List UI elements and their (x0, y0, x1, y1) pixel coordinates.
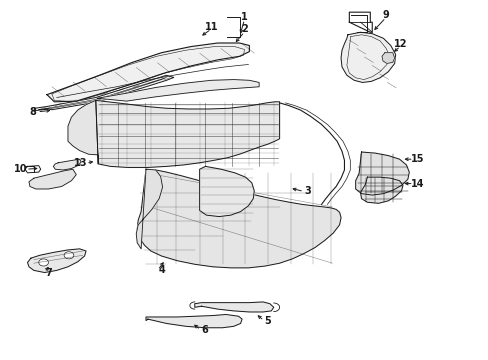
Text: 12: 12 (393, 39, 407, 49)
Polygon shape (53, 159, 81, 170)
Text: 15: 15 (410, 154, 424, 164)
Polygon shape (381, 53, 394, 63)
Text: 4: 4 (158, 265, 164, 275)
Text: 7: 7 (45, 267, 52, 278)
Polygon shape (29, 169, 76, 189)
Polygon shape (194, 302, 273, 312)
Text: 6: 6 (201, 325, 207, 335)
Text: 2: 2 (241, 24, 247, 35)
Text: 3: 3 (304, 186, 311, 197)
Polygon shape (360, 177, 402, 203)
Polygon shape (340, 32, 395, 82)
Polygon shape (97, 80, 259, 101)
Polygon shape (96, 100, 279, 167)
Polygon shape (68, 100, 98, 164)
Text: 13: 13 (74, 158, 88, 168)
Text: 10: 10 (14, 164, 28, 174)
Text: 8: 8 (29, 107, 36, 117)
Text: 9: 9 (382, 10, 388, 20)
Polygon shape (27, 249, 86, 273)
Polygon shape (199, 166, 254, 217)
Text: 14: 14 (410, 179, 424, 189)
Text: 11: 11 (204, 22, 218, 32)
Polygon shape (136, 169, 162, 249)
Polygon shape (47, 43, 249, 102)
Text: 1: 1 (241, 12, 247, 22)
Text: 5: 5 (264, 316, 271, 325)
Polygon shape (34, 75, 173, 111)
Circle shape (64, 252, 74, 259)
Circle shape (39, 259, 48, 266)
Polygon shape (146, 315, 242, 328)
Polygon shape (355, 152, 408, 195)
Polygon shape (137, 169, 340, 268)
